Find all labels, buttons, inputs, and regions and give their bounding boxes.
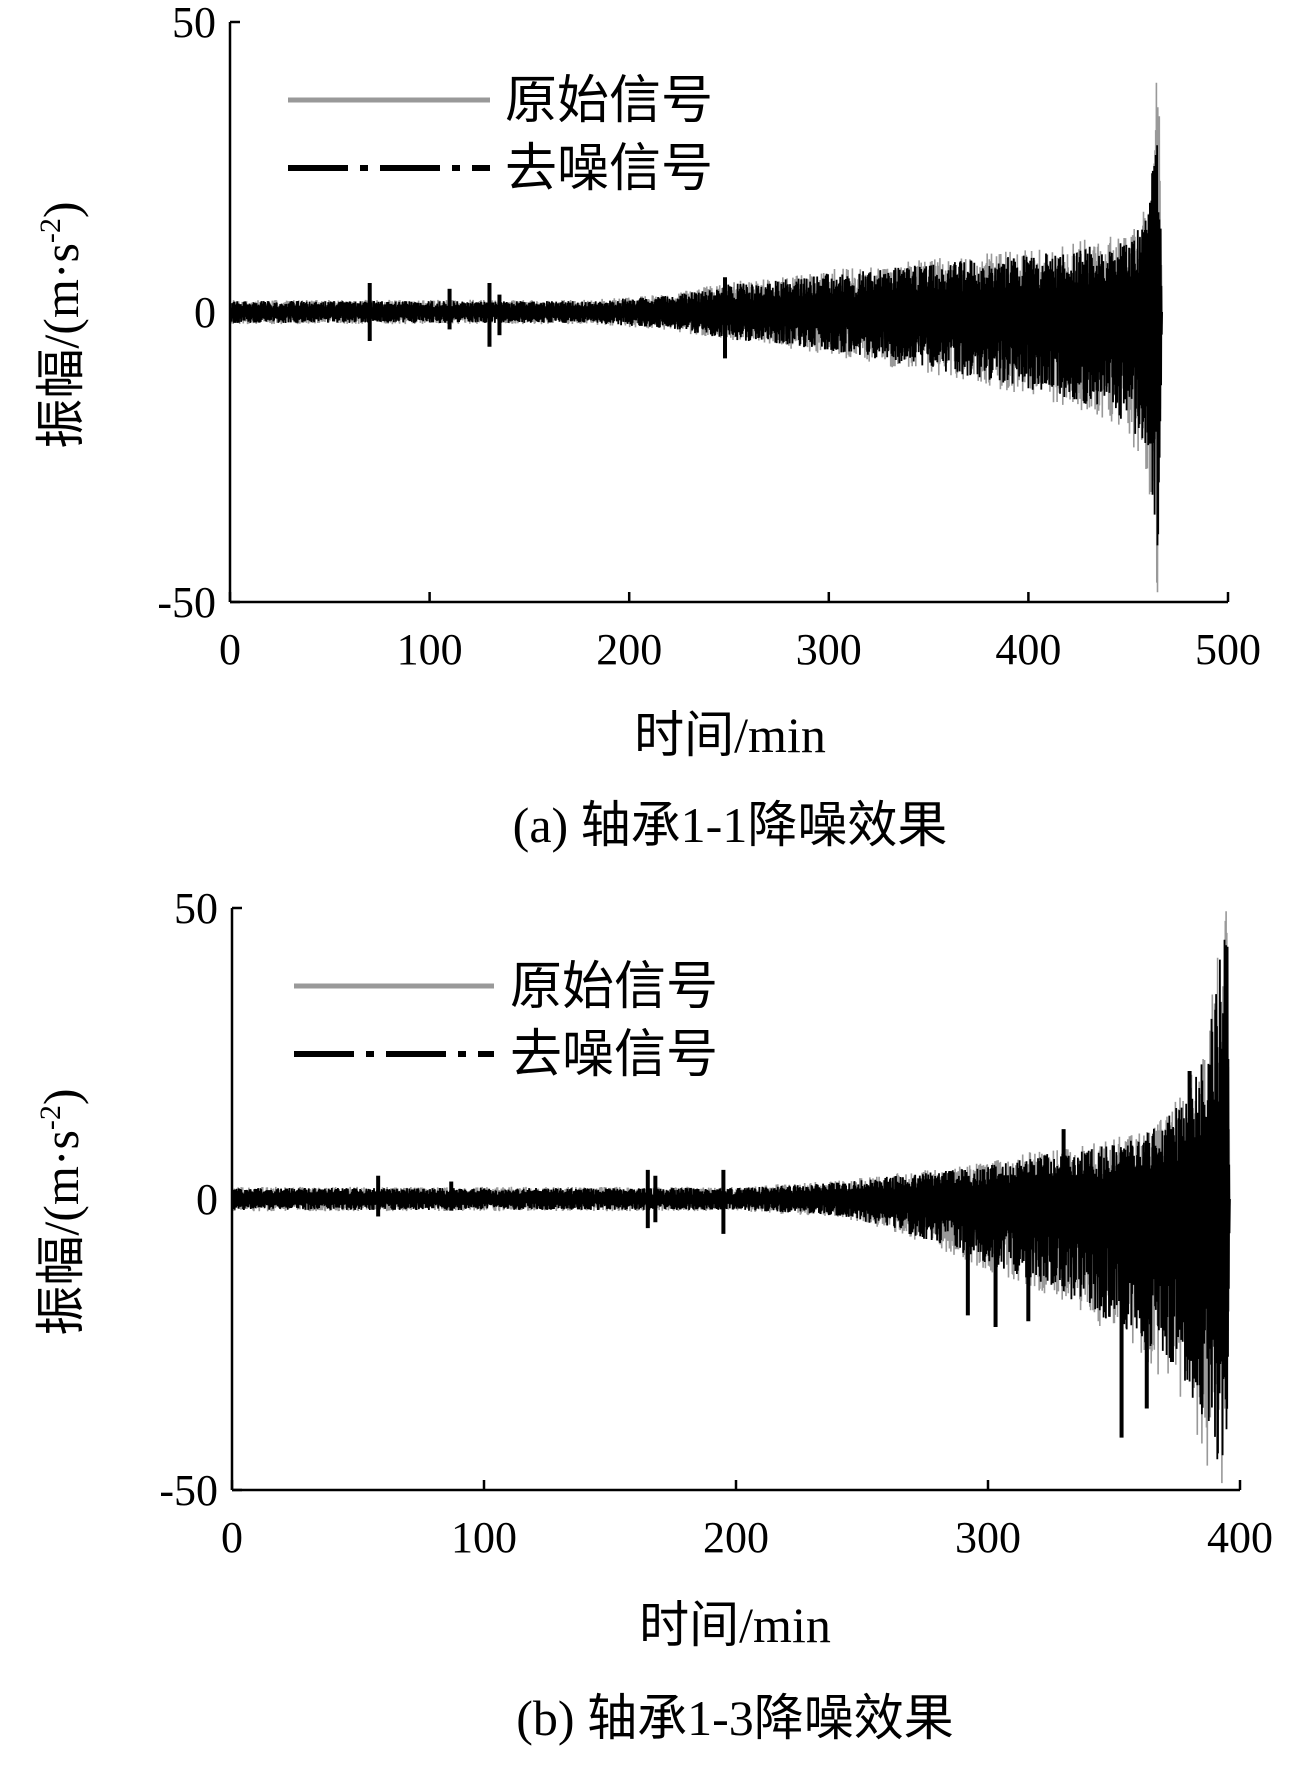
y-tick-label: 50 (174, 884, 218, 933)
y-axis-label-b-close: ) (33, 1088, 89, 1105)
x-tick-label: 500 (1195, 625, 1261, 674)
caption-a: (a) 轴承1-1降噪效果 (513, 797, 948, 853)
y-tick-label: -50 (159, 1466, 218, 1515)
x-axis-label-a: 时间/min (634, 707, 826, 763)
legend-label-denoised: 去噪信号 (505, 139, 713, 199)
x-tick-label: 0 (219, 625, 241, 674)
y-axis-label-b-sup: -2 (34, 1105, 67, 1130)
series-denoised-signal (231, 939, 1231, 1460)
x-tick-label: 0 (221, 1513, 243, 1562)
x-tick-label: 200 (703, 1513, 769, 1562)
legend-a: 原始信号 去噪信号 (288, 71, 713, 199)
x-tick-label: 100 (451, 1513, 517, 1562)
y-tick-label: 0 (194, 288, 216, 337)
x-tick-label: 300 (796, 625, 862, 674)
x-tick-label: 300 (955, 1513, 1021, 1562)
legend-b: 原始信号 去噪信号 (294, 957, 718, 1085)
y-axis-label-a-main: 振幅/(m·s (33, 243, 89, 449)
caption-b: (b) 轴承1-3降噪效果 (516, 1690, 953, 1746)
legend-label-raw: 原始信号 (510, 957, 718, 1017)
x-tick-label: 100 (397, 625, 463, 674)
y-axis-label-a-close: ) (33, 201, 89, 218)
legend-label-denoised: 去噪信号 (510, 1025, 718, 1085)
y-tick-label: -50 (157, 578, 216, 627)
x-tick-label: 400 (1207, 1513, 1273, 1562)
y-axis-label-b: 振幅/(m·s-2) (33, 1088, 89, 1335)
series-denoised-signal (229, 145, 1163, 546)
legend-label-raw: 原始信号 (505, 71, 713, 131)
y-tick-label: 50 (172, 0, 216, 47)
x-tick-label: 200 (596, 625, 662, 674)
y-axis-label-b-main: 振幅/(m·s (33, 1130, 89, 1336)
y-tick-label: 0 (196, 1175, 218, 1224)
y-axis-label-a-sup: -2 (34, 218, 67, 243)
y-axis-label-a: 振幅/(m·s-2) (33, 201, 89, 448)
x-tick-label: 400 (995, 625, 1061, 674)
x-axis-label-b: 时间/min (639, 1597, 831, 1653)
plot-area-a (229, 82, 1163, 593)
plot-area-b (231, 911, 1231, 1484)
